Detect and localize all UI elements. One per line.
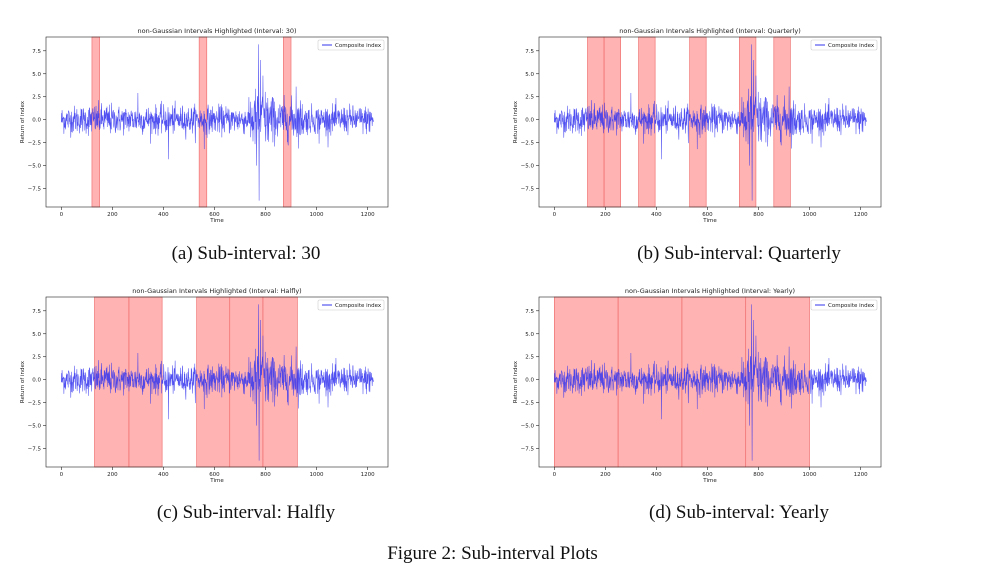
figure-caption: Figure 2: Sub-interval Plots bbox=[387, 543, 598, 564]
y-tick-label: 7.5 bbox=[525, 49, 534, 55]
y-tick-label: 0.0 bbox=[32, 118, 41, 124]
y-axis-label: Return of index bbox=[513, 100, 519, 143]
x-axis-label: Time bbox=[209, 218, 224, 224]
y-tick-label: −7.5 bbox=[28, 447, 42, 453]
legend-label: Composite index bbox=[335, 303, 382, 309]
subplot-c: 0 200 400 600 800 1000 1200 −7.5 −5.0 −2.5 0.0 2.5 5… bbox=[0, 260, 492, 530]
series-line-composite-index bbox=[554, 44, 867, 201]
x-tick-label: 800 bbox=[260, 212, 271, 218]
caption-b: (b) Sub-interval: Quarterly bbox=[637, 243, 841, 264]
y-tick-label: 2.5 bbox=[32, 95, 41, 101]
x-tick-label: 200 bbox=[600, 212, 611, 218]
y-tick-label: 5.0 bbox=[32, 72, 41, 78]
x-tick-label: 600 bbox=[209, 472, 220, 478]
x-tick-label: 800 bbox=[753, 212, 764, 218]
caption-d: (d) Sub-interval: Yearly bbox=[649, 502, 829, 523]
y-tick-label: −7.5 bbox=[521, 187, 535, 193]
y-tick-label: −2.5 bbox=[28, 141, 42, 147]
y-axis-label: Return of index bbox=[20, 100, 26, 143]
subplot-b: 0 200 400 600 800 1000 1200 −7.5 −5.0 −2.5 0.0 2.5 5… bbox=[493, 0, 985, 270]
y-tick-label: 2.5 bbox=[525, 355, 534, 361]
x-tick-label: 400 bbox=[651, 212, 662, 218]
x-tick-label: 1200 bbox=[361, 212, 375, 218]
x-tick-label: 0 bbox=[60, 472, 64, 478]
x-tick-label: 1000 bbox=[803, 212, 817, 218]
y-tick-label: −2.5 bbox=[521, 401, 535, 407]
y-tick-label: −2.5 bbox=[28, 401, 42, 407]
chart-c: 0 200 400 600 800 1000 1200 −7.5 −5.0 −2.5 0.0 2.5 5… bbox=[20, 287, 389, 484]
caption-c: (c) Sub-interval: Halfly bbox=[156, 502, 336, 523]
axes-frame bbox=[45, 36, 389, 208]
y-tick-label: 2.5 bbox=[525, 95, 534, 101]
legend-box bbox=[317, 39, 385, 51]
axes-frame bbox=[538, 36, 882, 208]
x-tick-label: 1000 bbox=[310, 212, 324, 218]
series-line-composite-index bbox=[554, 304, 867, 461]
x-tick-label: 600 bbox=[209, 212, 220, 218]
x-tick-label: 800 bbox=[753, 472, 764, 478]
chart-d: 0 200 400 600 800 1000 1200 −7.5 −5.0 −2.5 0.0 2.5 5… bbox=[513, 287, 882, 484]
y-tick-label: −7.5 bbox=[521, 447, 535, 453]
legend-box bbox=[810, 39, 878, 51]
x-tick-label: 200 bbox=[600, 472, 611, 478]
series-line-composite-index bbox=[61, 44, 374, 201]
subplot-a: 0 200 400 600 800 1000 1200 −7.5 −5.0 −2.5 0.0 2.5 5… bbox=[0, 0, 492, 270]
x-tick-label: 800 bbox=[260, 472, 271, 478]
y-tick-label: −5.0 bbox=[521, 424, 535, 430]
y-tick-label: 7.5 bbox=[32, 49, 41, 55]
x-tick-label: 1200 bbox=[854, 472, 868, 478]
y-tick-label: 5.0 bbox=[525, 332, 534, 338]
chart-a: 0 200 400 600 800 1000 1200 −7.5 −5.0 −2.5 0.0 2.5 5… bbox=[20, 27, 389, 224]
y-tick-label: −5.0 bbox=[28, 424, 42, 430]
chart-title: non-Gaussian Intervals Highlighted (Inte… bbox=[132, 287, 301, 295]
x-tick-label: 0 bbox=[553, 212, 557, 218]
x-tick-label: 1000 bbox=[310, 472, 324, 478]
y-tick-label: −5.0 bbox=[521, 164, 535, 170]
x-tick-label: 200 bbox=[107, 472, 118, 478]
axes-frame bbox=[538, 296, 882, 468]
y-axis-label: Return of index bbox=[20, 360, 26, 403]
y-axis-label: Return of index bbox=[513, 360, 519, 403]
highlight-interval bbox=[554, 296, 619, 468]
legend-label: Composite index bbox=[828, 303, 875, 309]
y-tick-label: −2.5 bbox=[521, 141, 535, 147]
series-line-composite-index bbox=[61, 304, 374, 461]
legend-label: Composite index bbox=[828, 43, 875, 49]
x-axis-label: Time bbox=[702, 478, 717, 484]
y-tick-label: −5.0 bbox=[28, 164, 42, 170]
chart-title: non-Gaussian Intervals Highlighted (Inte… bbox=[137, 27, 296, 35]
x-tick-label: 0 bbox=[60, 212, 64, 218]
x-axis-label: Time bbox=[209, 478, 224, 484]
x-tick-label: 600 bbox=[702, 212, 713, 218]
y-tick-label: −7.5 bbox=[28, 187, 42, 193]
y-tick-label: 7.5 bbox=[32, 309, 41, 315]
x-tick-label: 200 bbox=[107, 212, 118, 218]
y-tick-label: 0.0 bbox=[525, 378, 534, 384]
y-tick-label: 7.5 bbox=[525, 309, 534, 315]
y-tick-label: 5.0 bbox=[525, 72, 534, 78]
y-tick-label: 2.5 bbox=[32, 355, 41, 361]
chart-title: non-Gaussian Intervals Highlighted (Inte… bbox=[625, 287, 795, 295]
x-tick-label: 400 bbox=[158, 212, 169, 218]
x-axis-label: Time bbox=[702, 218, 717, 224]
axes-frame bbox=[45, 296, 389, 468]
x-tick-label: 600 bbox=[702, 472, 713, 478]
y-tick-label: 0.0 bbox=[525, 118, 534, 124]
y-tick-label: 0.0 bbox=[32, 378, 41, 384]
x-tick-label: 1000 bbox=[803, 472, 817, 478]
x-tick-label: 400 bbox=[651, 472, 662, 478]
caption-a: (a) Sub-interval: 30 bbox=[171, 243, 321, 264]
subplot-d: 0 200 400 600 800 1000 1200 −7.5 −5.0 −2.5 0.0 2.5 5… bbox=[493, 260, 985, 530]
x-tick-label: 1200 bbox=[854, 212, 868, 218]
legend-box bbox=[317, 299, 385, 311]
legend-label: Composite index bbox=[335, 43, 382, 49]
x-tick-label: 1200 bbox=[361, 472, 375, 478]
y-tick-label: 5.0 bbox=[32, 332, 41, 338]
chart-b: 0 200 400 600 800 1000 1200 −7.5 −5.0 −2.5 0.0 2.5 5… bbox=[513, 27, 882, 224]
x-tick-label: 400 bbox=[158, 472, 169, 478]
legend-box bbox=[810, 299, 878, 311]
chart-title: non-Gaussian Intervals Highlighted (Inte… bbox=[619, 27, 801, 35]
x-tick-label: 0 bbox=[553, 472, 557, 478]
